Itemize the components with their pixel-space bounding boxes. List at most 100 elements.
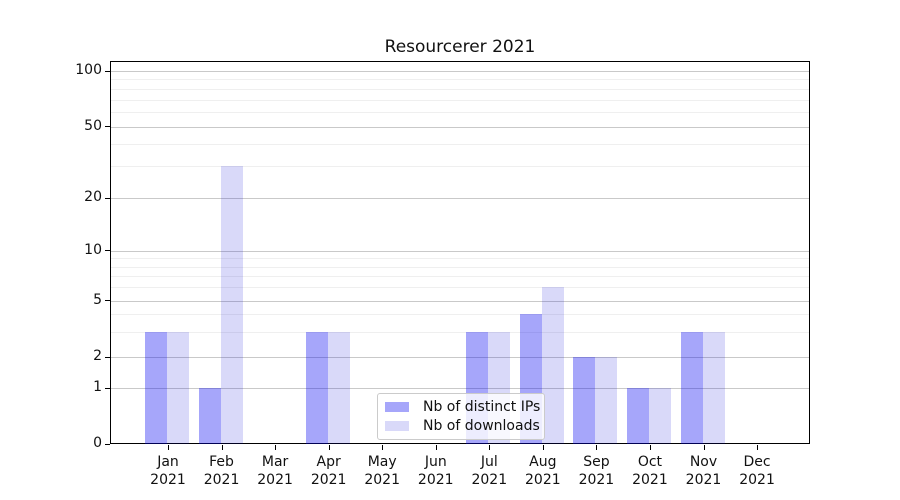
x-tick-label-line: Feb	[209, 454, 234, 470]
legend-item-distinct-ips: Nb of distinct IPs	[385, 399, 540, 415]
y-tick-mark	[105, 250, 110, 251]
bar-downloads	[327, 331, 350, 444]
chart-title: Resourcerer 2021	[384, 37, 536, 57]
gridline-minor	[111, 143, 809, 145]
bar-downloads	[167, 331, 189, 444]
y-tick-mark	[105, 387, 110, 389]
bar-distinct-ips	[145, 331, 167, 444]
x-tick-mark	[328, 445, 330, 450]
gridline-major	[111, 357, 809, 358]
x-tick-label-line: 2021	[417, 472, 454, 488]
gridline-minor	[111, 166, 809, 168]
gridline-major	[111, 71, 809, 72]
gridline-major	[111, 300, 809, 302]
x-tick-label: Dec 2021	[721, 453, 793, 489]
gridline-minor	[111, 258, 809, 260]
x-tick-label-line: Jul	[480, 454, 498, 470]
bar-distinct-ips	[626, 388, 649, 444]
x-tick-label: Sep 2021	[560, 453, 632, 489]
bar-downloads	[595, 357, 618, 444]
gridline-minor	[111, 88, 809, 90]
x-tick-label: Apr 2021	[293, 453, 365, 489]
bar-distinct-ips	[305, 331, 328, 444]
x-tick-label-line: Dec	[743, 454, 771, 470]
bar-distinct-ips	[198, 388, 221, 444]
x-tick-mark	[649, 445, 651, 450]
y-tick-label: 5	[93, 291, 102, 308]
bar-distinct-ips	[680, 331, 703, 444]
x-tick-mark	[596, 445, 598, 450]
y-tick-mark	[105, 356, 110, 358]
legend-swatch-downloads	[385, 421, 409, 431]
x-tick-label: Jun 2021	[400, 453, 472, 489]
x-tick-label-line: 2021	[203, 472, 240, 488]
gridline-minor	[111, 287, 809, 289]
x-tick-label-line: 2021	[578, 472, 615, 488]
legend: Nb of distinct IPs Nb of downloads	[377, 393, 545, 440]
x-tick-label-line: Jan	[157, 454, 179, 470]
x-tick-label: Mar 2021	[239, 453, 311, 489]
x-tick-label-line: May	[367, 454, 397, 470]
y-tick-label: 2	[93, 348, 102, 364]
x-tick-label-line: 2021	[310, 472, 347, 488]
gridline-minor	[111, 266, 809, 268]
x-tick-label-line: 2021	[471, 472, 508, 488]
gridline-major	[111, 388, 809, 389]
gridline-major	[111, 250, 809, 252]
x-tick-label-line: Jun	[424, 454, 447, 470]
legend-label-downloads: Nb of downloads	[423, 418, 540, 434]
gridline-major	[111, 198, 809, 199]
x-tick-label-line: Nov	[689, 454, 718, 470]
x-tick-mark	[542, 445, 544, 450]
legend-item-downloads: Nb of downloads	[385, 418, 540, 434]
bar-distinct-ips	[573, 357, 596, 444]
x-tick-label-line: 2021	[150, 472, 186, 488]
gridline-minor	[111, 99, 809, 101]
x-tick-mark	[757, 445, 759, 450]
x-tick-label: Nov 2021	[668, 453, 740, 489]
x-tick-mark	[703, 445, 705, 450]
x-tick-label-line: 2021	[257, 472, 293, 488]
bar-downloads	[541, 287, 564, 444]
y-tick-label: 10	[84, 241, 102, 258]
y-tick-label: 100	[75, 62, 102, 78]
gridline-major	[111, 126, 809, 128]
gridline-minor	[111, 314, 809, 316]
x-tick-label-line: Sep	[583, 454, 610, 470]
x-tick-mark	[435, 445, 437, 450]
x-tick-label-line: Aug	[529, 454, 557, 470]
gridline-minor	[111, 111, 809, 113]
x-tick-label-line: 2021	[739, 472, 775, 488]
x-tick-mark	[221, 445, 223, 450]
y-tick-label: 0	[93, 435, 102, 451]
y-tick-mark	[105, 443, 110, 445]
gridline-minor	[111, 331, 809, 333]
x-tick-label-line: 2021	[364, 472, 400, 488]
x-tick-label: Feb 2021	[186, 453, 258, 489]
x-tick-label-line: Apr	[316, 454, 341, 470]
plot-area: Nb of distinct IPs Nb of downloads	[110, 61, 810, 444]
x-tick-label-line: Oct	[637, 454, 663, 470]
legend-label-distinct-ips: Nb of distinct IPs	[423, 399, 541, 415]
gridline-minor	[111, 276, 809, 278]
bar-downloads	[220, 166, 243, 444]
x-tick-mark	[382, 445, 384, 450]
bar-downloads	[648, 388, 671, 444]
x-tick-label-line: 2021	[525, 472, 561, 488]
legend-swatch-distinct-ips	[385, 402, 409, 412]
x-tick-mark	[275, 445, 277, 450]
x-tick-label-line: 2021	[685, 472, 722, 488]
x-tick-label-line: 2021	[632, 472, 668, 488]
y-tick-mark	[105, 300, 110, 301]
y-tick-mark	[105, 197, 110, 199]
x-tick-mark	[489, 445, 491, 450]
y-tick-label: 1	[93, 379, 102, 395]
gridline-minor	[111, 79, 809, 81]
x-tick-label-line: Mar	[261, 454, 289, 470]
y-tick-label: 20	[84, 189, 102, 205]
y-tick-label: 50	[84, 117, 102, 134]
x-tick-mark	[168, 445, 169, 450]
x-tick-label: May 2021	[346, 453, 418, 489]
x-tick-label: Oct 2021	[614, 453, 686, 489]
